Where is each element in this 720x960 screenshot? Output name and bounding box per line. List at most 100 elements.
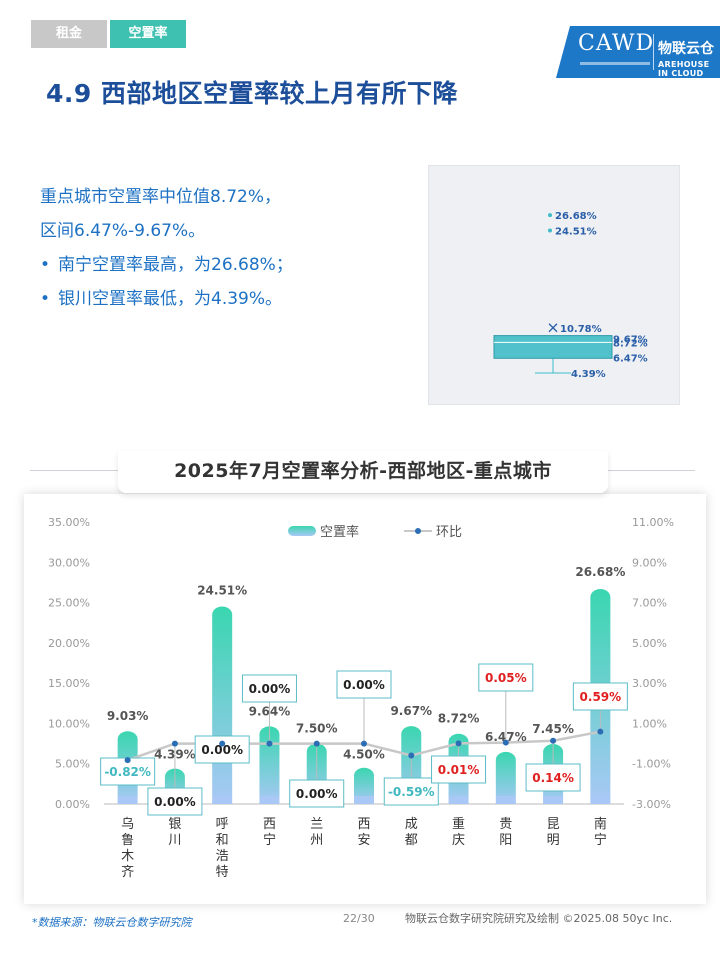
vacancy-chart: 0.00% 5.00% 10.00% 15.00% 20.00% 25.00% 30.00%… xyxy=(48,516,674,880)
bar-5 xyxy=(354,767,374,804)
box-iqr xyxy=(493,335,613,359)
legend-bar-swatch xyxy=(288,526,316,536)
logo-underline xyxy=(580,62,650,65)
y-left-tick-label: 5.00% xyxy=(55,758,90,771)
logo-cawd-text: CAWD xyxy=(578,31,655,56)
mom-point-4 xyxy=(313,740,320,747)
mom-label: 0.00% xyxy=(296,787,338,801)
y-right-tick-label: 3.00% xyxy=(632,677,667,690)
y-left-tick-label: 35.00% xyxy=(48,516,90,529)
bar-value-label: 8.72% xyxy=(438,712,480,726)
x-category-label: 西宁 xyxy=(263,817,276,848)
mom-label: 0.00% xyxy=(201,743,243,757)
box-label-min: 4.39% xyxy=(571,369,606,380)
summary-median: 重点城市空置率中位值8.72%， xyxy=(40,187,282,207)
bar-value-label: 9.67% xyxy=(390,704,432,718)
mom-label: 0.14% xyxy=(532,771,574,785)
mom-label-box xyxy=(147,787,203,816)
bar-base xyxy=(448,796,469,804)
mom-point-0 xyxy=(124,757,131,764)
mom-point-8 xyxy=(502,739,509,746)
mom-point-1 xyxy=(171,740,178,747)
mom-label-box xyxy=(525,763,581,792)
box-label-q3: 9.67% xyxy=(613,335,648,346)
y-left-tick-label: 20.00% xyxy=(48,637,90,650)
legend-bar-label: 空置率 xyxy=(320,524,359,540)
mom-label-box xyxy=(478,663,534,692)
tab-vacancy[interactable]: 空置率 xyxy=(110,20,186,48)
mom-label: 0.00% xyxy=(343,678,385,692)
bar-value-label: 7.50% xyxy=(296,722,338,736)
y-right-tick-label: 9.00% xyxy=(632,556,667,569)
mom-label: -0.82% xyxy=(104,765,151,779)
mom-point-2 xyxy=(219,740,226,747)
box-label-second: 24.51% xyxy=(555,227,597,238)
mom-point-10 xyxy=(597,728,604,735)
summary-bullet-highest: • 南宁空置率最高，为26.68%； xyxy=(40,248,400,282)
mom-label-box xyxy=(431,755,487,784)
page-number: 22/30 xyxy=(343,912,375,925)
bar-base xyxy=(354,796,374,804)
mom-point-3 xyxy=(266,740,273,747)
x-category-label: 兰州 xyxy=(310,817,323,848)
mom-label: 0.59% xyxy=(580,690,622,704)
bullet-marker: • xyxy=(40,255,51,275)
page-title: 4.9 西部地区空置率较上月有所下降 xyxy=(46,79,458,108)
bar-value-label: 24.51% xyxy=(197,584,247,598)
bullet-marker: • xyxy=(40,289,51,309)
bar-base xyxy=(543,796,564,804)
y-right-tick-label: 1.00% xyxy=(632,717,667,730)
x-category-label: 重庆 xyxy=(452,816,465,848)
bar-value-label: 7.45% xyxy=(532,722,574,736)
summary-text: 重点城市空置率中位值8.72%， 区间6.47%-9.67%。 • 南宁空置率最高… xyxy=(40,180,400,316)
mom-label-box xyxy=(383,777,439,806)
chart-title: 2025年7月空置率分析-西部地区-重点城市 xyxy=(118,451,608,493)
tab-rent[interactable]: 租金 xyxy=(31,20,107,48)
mom-point-6 xyxy=(408,752,415,759)
bar-2 xyxy=(212,606,233,804)
bar-value-label: 9.03% xyxy=(107,709,149,723)
copyright: 物联云仓数字研究院研究及绘制 ©2025.08 50yc Inc. xyxy=(405,912,673,925)
x-category-label: 银川 xyxy=(168,817,181,848)
y-right-tick-label: -1.00% xyxy=(632,758,671,771)
chart-card: 0.00% 5.00% 10.00% 15.00% 20.00% 25.00% 30.00%… xyxy=(24,494,706,904)
x-category-label: 乌鲁木齐 xyxy=(121,816,134,880)
bar-base xyxy=(495,796,516,804)
mom-label: 0.05% xyxy=(485,671,527,685)
mom-point-7 xyxy=(455,740,462,747)
y-left-tick-label: 15.00% xyxy=(48,677,90,690)
y-left-tick-label: 30.00% xyxy=(48,556,90,569)
bar-8 xyxy=(495,751,516,804)
mom-label-box xyxy=(572,682,628,711)
summary-highest: 南宁空置率最高，为26.68%； xyxy=(58,255,293,275)
legend-line-marker xyxy=(415,528,421,534)
x-category-label: 南宁 xyxy=(594,816,607,848)
y-left-tick-label: 0.00% xyxy=(55,798,90,811)
summary-bullet-lowest: • 银川空置率最低，为4.39%。 xyxy=(40,282,400,316)
box-mean-marker xyxy=(548,323,558,333)
x-category-label: 成都 xyxy=(405,817,418,848)
mom-label: -0.59% xyxy=(388,785,435,799)
x-category-label: 昆明 xyxy=(547,817,560,848)
bar-value-label: 4.50% xyxy=(343,748,385,762)
bar-base xyxy=(590,796,611,804)
summary-range: 区间6.47%-9.67%。 xyxy=(40,221,206,241)
mom-label: 0.01% xyxy=(438,763,480,777)
mom-label-box xyxy=(241,674,297,703)
cawd-logo: CAWD 物联云仓 AREHOUSE IN CLOUD xyxy=(556,26,720,78)
box-outlier-point xyxy=(548,228,552,233)
bar-base xyxy=(259,796,280,804)
y-left-tick-label: 10.00% xyxy=(48,717,90,730)
y-right-tick-label: 7.00% xyxy=(632,597,667,610)
bar-value-label: 26.68% xyxy=(575,565,625,579)
mom-label: 0.00% xyxy=(154,795,196,809)
data-source: *数据来源：物联云仓数字研究院 xyxy=(32,916,192,929)
y-right-tick-label: 5.00% xyxy=(632,637,667,650)
logo-separator xyxy=(653,34,654,70)
box-label-q1: 6.47% xyxy=(613,353,648,364)
mom-point-9 xyxy=(550,737,557,744)
mom-label-box xyxy=(194,735,250,764)
y-left-tick-label: 25.00% xyxy=(48,597,90,610)
box-label-mean: 10.78% xyxy=(560,324,602,335)
bar-base xyxy=(117,796,138,804)
